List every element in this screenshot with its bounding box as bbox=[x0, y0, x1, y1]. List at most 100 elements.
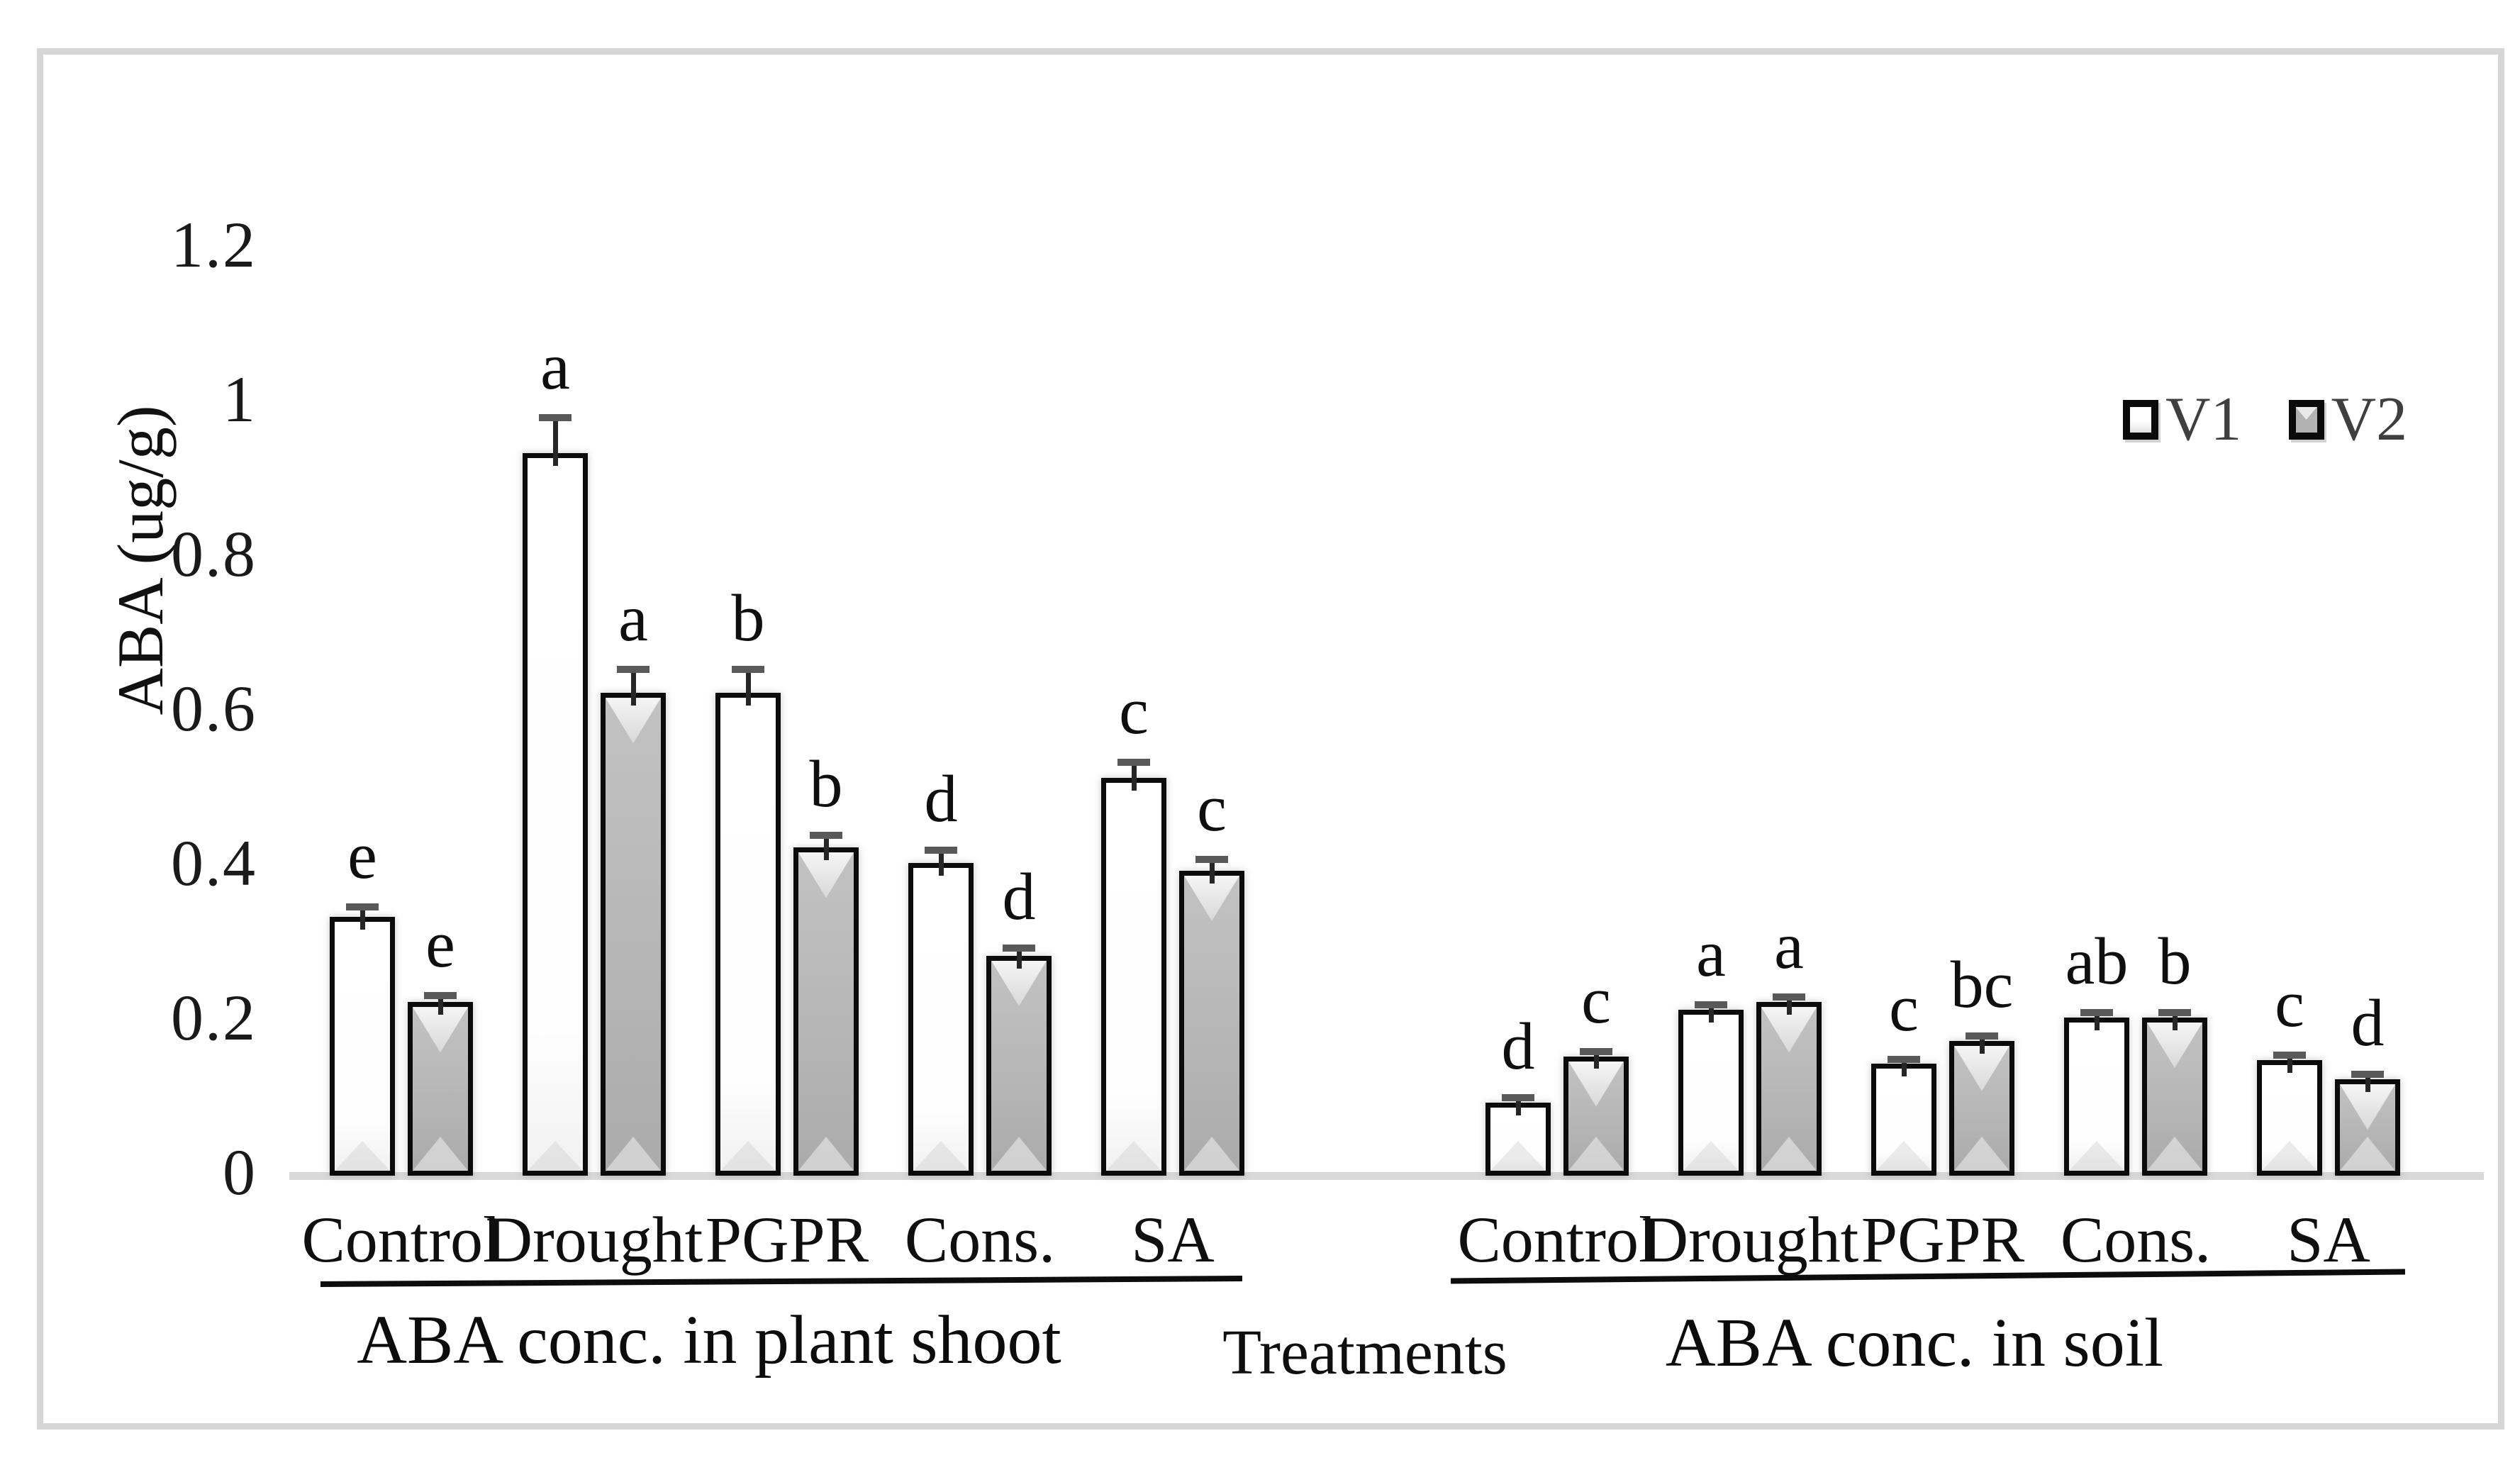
y-tick-label: 0.8 bbox=[171, 518, 257, 590]
significance-letter: d bbox=[1002, 859, 1036, 934]
error-bar-cap bbox=[1502, 1094, 1534, 1102]
bar-v1-sa-shoot bbox=[1101, 778, 1166, 1176]
error-bar-cap bbox=[346, 903, 379, 910]
error-bar-cap bbox=[539, 413, 572, 421]
error-bar-cap bbox=[2351, 1071, 2384, 1079]
significance-letter: ab bbox=[2065, 925, 2129, 999]
significance-letter: b bbox=[731, 581, 765, 656]
error-bar-cap bbox=[810, 831, 842, 839]
bar-v1-drought-shoot bbox=[523, 453, 588, 1176]
bar-v2-cons-shoot bbox=[986, 955, 1052, 1176]
bar-v2-drought-shoot bbox=[601, 693, 666, 1176]
error-bar-cap bbox=[1888, 1055, 1920, 1063]
x-axis-title: Treatments bbox=[1222, 1318, 1507, 1388]
error-bar-whisker bbox=[823, 833, 829, 861]
error-bar-whisker bbox=[359, 905, 365, 930]
category-label-drought: Drought bbox=[485, 1203, 703, 1276]
significance-letter: a bbox=[540, 329, 570, 403]
category-label-cons: Cons. bbox=[904, 1203, 1056, 1276]
bar-v2-pgpr-soil bbox=[1949, 1040, 2014, 1176]
bar-v1-sa-soil bbox=[2257, 1059, 2322, 1176]
error-bar-cap bbox=[1195, 856, 1228, 864]
error-bar-whisker bbox=[437, 994, 443, 1015]
error-bar-whisker bbox=[1515, 1096, 1521, 1115]
error-bar-cap bbox=[2273, 1052, 2306, 1059]
error-bar-cap bbox=[1695, 1001, 1727, 1009]
error-bar-whisker bbox=[2172, 1011, 2178, 1030]
error-bar-whisker bbox=[938, 849, 944, 876]
y-tick-label: 1.2 bbox=[171, 208, 257, 281]
significance-letter: e bbox=[347, 818, 377, 893]
y-tick-label: 0.6 bbox=[171, 672, 257, 745]
error-bar-cap bbox=[424, 992, 457, 1000]
bar-v2-pgpr-shoot bbox=[793, 847, 859, 1176]
error-bar-whisker bbox=[1209, 858, 1215, 884]
error-bar-whisker bbox=[1979, 1034, 1985, 1054]
significance-letter: b bbox=[2158, 925, 2192, 999]
error-bar-whisker bbox=[1786, 996, 1792, 1015]
bar-v1-pgpr-shoot bbox=[715, 693, 781, 1176]
bar-v1-pgpr-soil bbox=[1871, 1064, 1936, 1176]
error-bar-whisker bbox=[1131, 761, 1137, 791]
y-tick-label: 1 bbox=[223, 363, 257, 435]
figure-border-frame bbox=[37, 48, 2504, 1430]
group-title-shoot: ABA conc. in plant shoot bbox=[357, 1302, 1061, 1378]
error-bar-cap bbox=[1003, 944, 1035, 952]
error-bar-whisker bbox=[2287, 1054, 2292, 1073]
significance-letter: c bbox=[1889, 971, 1919, 1045]
group-title-soil: ABA conc. in soil bbox=[1665, 1305, 2164, 1381]
category-axis-line bbox=[289, 1172, 2484, 1180]
significance-letter: c bbox=[1119, 674, 1149, 749]
significance-letter: bc bbox=[1950, 947, 2014, 1022]
bar-v1-drought-soil bbox=[1678, 1010, 1744, 1176]
bar-v2-cons-soil bbox=[2142, 1018, 2207, 1176]
legend-label-v1: V1 bbox=[2165, 385, 2242, 454]
significance-letter: d bbox=[2351, 986, 2385, 1061]
significance-letter: b bbox=[809, 747, 843, 821]
v2-swatch-icon bbox=[2288, 400, 2324, 440]
error-bar-whisker bbox=[1708, 1003, 1714, 1023]
significance-letter: a bbox=[618, 581, 648, 656]
category-label-sa: SA bbox=[2287, 1203, 2370, 1276]
category-label-sa: SA bbox=[1131, 1203, 1215, 1276]
error-bar-cap bbox=[1117, 759, 1150, 767]
significance-letter: c bbox=[2275, 967, 2304, 1042]
error-bar-cap bbox=[2158, 1009, 2191, 1017]
significance-letter: d bbox=[924, 762, 958, 837]
error-bar-whisker bbox=[1901, 1057, 1907, 1077]
category-label-pgpr: PGPR bbox=[1861, 1203, 2025, 1276]
category-label-cons: Cons. bbox=[2060, 1203, 2212, 1276]
significance-letter: a bbox=[1774, 909, 1804, 984]
error-bar-cap bbox=[925, 847, 957, 854]
y-tick-label: 0.4 bbox=[171, 827, 257, 899]
bar-v2-drought-soil bbox=[1756, 1002, 1822, 1176]
category-label-drought: Drought bbox=[1641, 1203, 1859, 1276]
y-tick-label: 0 bbox=[223, 1136, 257, 1208]
significance-letter: a bbox=[1696, 917, 1726, 991]
error-bar-cap bbox=[732, 666, 764, 674]
significance-letter: d bbox=[1501, 1010, 1535, 1084]
significance-letter: e bbox=[425, 908, 455, 982]
error-bar-cap bbox=[1966, 1032, 1998, 1040]
error-bar-whisker bbox=[1016, 946, 1022, 969]
error-bar-whisker bbox=[2365, 1073, 2370, 1093]
legend-item-v2: V2 bbox=[2288, 385, 2408, 454]
y-tick-label: 0.2 bbox=[171, 981, 257, 1054]
error-bar-whisker bbox=[552, 416, 558, 467]
legend-item-v1: V1 bbox=[2123, 389, 2242, 451]
category-label-pgpr: PGPR bbox=[705, 1203, 869, 1276]
significance-letter: c bbox=[1197, 772, 1227, 846]
error-bar-whisker bbox=[745, 668, 751, 706]
bar-v2-sa-shoot bbox=[1179, 870, 1244, 1176]
bar-v2-control-shoot bbox=[408, 1002, 473, 1176]
error-bar-cap bbox=[2080, 1009, 2113, 1017]
error-bar-whisker bbox=[630, 668, 636, 706]
category-label-control: Control bbox=[301, 1203, 501, 1276]
legend-label-v2: V2 bbox=[2331, 385, 2408, 454]
legend: V1 V2 bbox=[2123, 389, 2407, 451]
error-bar-whisker bbox=[1593, 1049, 1599, 1069]
error-bar-cap bbox=[1773, 993, 1805, 1001]
error-bar-cap bbox=[1580, 1047, 1612, 1055]
error-bar-cap bbox=[617, 666, 649, 674]
